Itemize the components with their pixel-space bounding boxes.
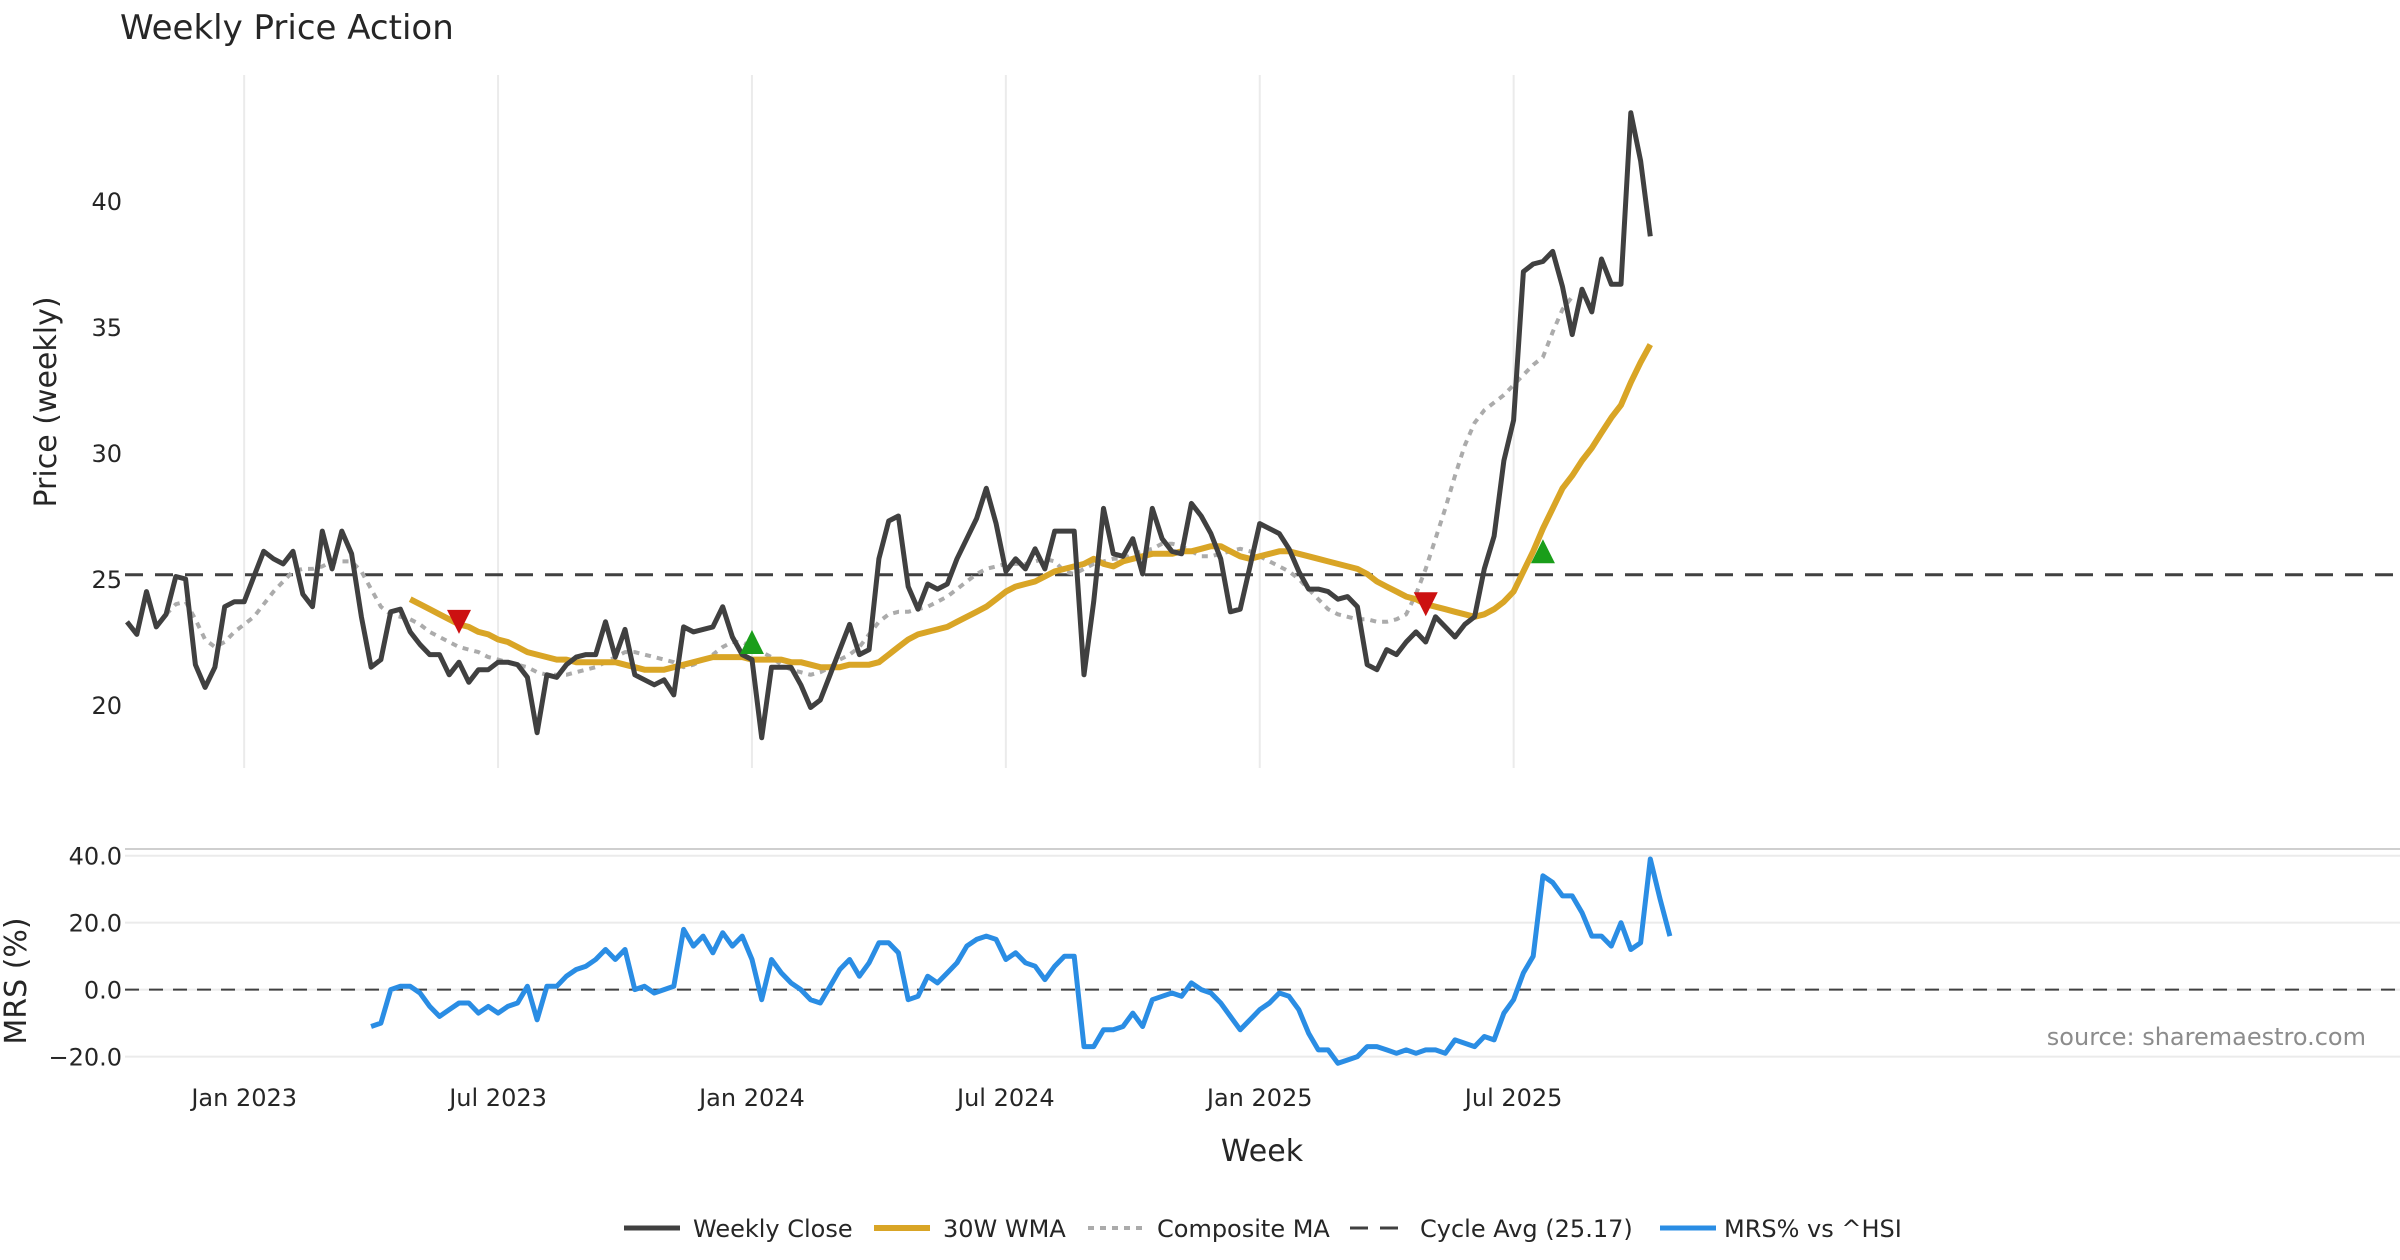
x-tick-label: Jul 2024 bbox=[955, 1084, 1055, 1112]
mrs-line bbox=[370, 856, 1673, 1066]
legend-label-wma: 30W WMA bbox=[943, 1215, 1066, 1243]
price-y-ticks: 20 25 30 35 40 bbox=[91, 188, 122, 720]
price-y-tick-label: 25 bbox=[91, 566, 122, 594]
legend-label-mrs: MRS% vs ^HSI bbox=[1724, 1215, 1902, 1243]
legend-label-cycle-avg: Cycle Avg (25.17) bbox=[1420, 1215, 1633, 1243]
legend-label-composite-ma: Composite MA bbox=[1157, 1215, 1330, 1243]
legend-label-weekly-close: Weekly Close bbox=[693, 1215, 853, 1243]
x-tick-label: Jan 2023 bbox=[189, 1084, 297, 1112]
sell-signal-marker bbox=[447, 609, 472, 634]
price-y-tick-label: 40 bbox=[91, 188, 122, 216]
weekly-close-line bbox=[125, 110, 1653, 741]
buy-signal-marker bbox=[739, 630, 764, 654]
chart-title: Weekly Price Action bbox=[120, 8, 454, 48]
price-y-tick-label: 20 bbox=[91, 692, 122, 720]
x-tick-label: Jul 2023 bbox=[447, 1084, 547, 1112]
mrs-gridlines bbox=[125, 854, 2400, 1058]
x-tick-label: Jan 2024 bbox=[697, 1084, 805, 1112]
mrs-y-tick-label: 0.0 bbox=[84, 977, 122, 1005]
buy-signal-marker bbox=[1530, 539, 1555, 564]
price-y-tick-label: 30 bbox=[91, 440, 122, 468]
x-axis-label: Week bbox=[1221, 1134, 1304, 1169]
legend: Weekly Close 30W WMA Composite MA Cycle … bbox=[624, 1215, 1902, 1243]
wma-30w-line bbox=[408, 343, 1653, 673]
mrs-y-tick-label: −20.0 bbox=[48, 1044, 122, 1072]
x-ticks: Jan 2023 Jul 2023 Jan 2024 Jul 2024 Jan 2025… bbox=[189, 1084, 1562, 1112]
signal-markers bbox=[447, 539, 1555, 654]
mrs-y-ticks: −20.0 0.0 20.0 40.0 bbox=[48, 843, 122, 1072]
price-y-tick-label: 35 bbox=[91, 314, 122, 342]
x-tick-label: Jan 2025 bbox=[1205, 1084, 1313, 1112]
sell-signal-marker bbox=[1413, 592, 1438, 617]
mrs-y-tick-label: 40.0 bbox=[69, 843, 122, 871]
x-tick-label: Jul 2025 bbox=[1463, 1084, 1563, 1112]
mrs-y-tick-label: 20.0 bbox=[69, 910, 122, 938]
price-y-axis-label: Price (weekly) bbox=[29, 296, 64, 507]
source-label: source: sharemaestro.com bbox=[2047, 1023, 2366, 1051]
mrs-y-axis-label: MRS (%) bbox=[0, 917, 34, 1044]
